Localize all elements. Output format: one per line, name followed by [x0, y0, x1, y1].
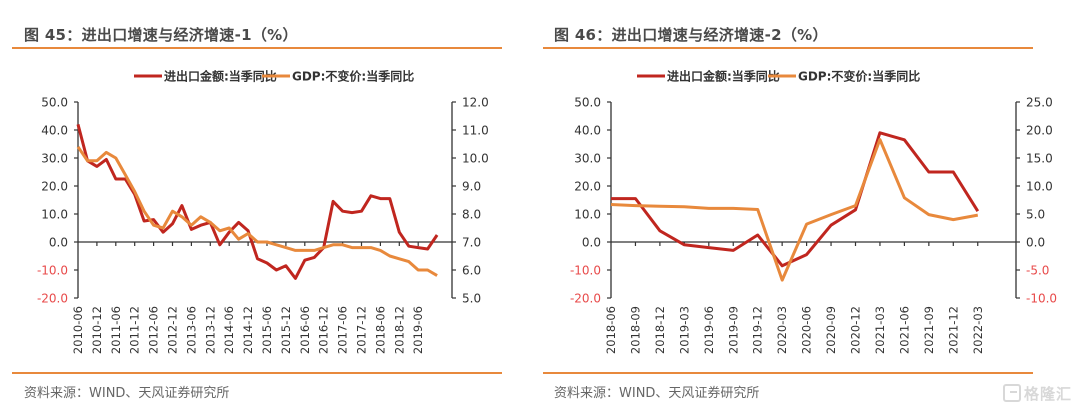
y-right-tick-label: 12.0: [462, 96, 489, 110]
x-tick-label: 2020-09: [824, 306, 838, 354]
y-right-tick-label: 20.0: [1026, 124, 1053, 138]
x-tick-label: 2021-12: [946, 306, 960, 354]
x-tick-label: 2014-12: [241, 306, 255, 354]
x-tick-label: 2019-06: [702, 306, 716, 354]
x-tick-label: 2018-06: [604, 306, 618, 354]
y-right-tick-label: 8.0: [462, 208, 481, 222]
x-tick-label: 2021-06: [897, 306, 911, 354]
x-tick-label: 2012-06: [147, 306, 161, 354]
y-left-tick-label: -10.0: [37, 264, 68, 278]
y-left-tick-label: 20.0: [41, 180, 68, 194]
x-tick-label: 2020-06: [800, 306, 814, 354]
series-line-gdp: [76, 145, 438, 277]
x-tick-label: 2022-03: [971, 306, 985, 354]
chart-title: 图 45：进出口增速与经济增速-1（%）: [24, 26, 298, 44]
x-tick-label: 2020-03: [775, 306, 789, 354]
y-left-tick-label: -20.0: [570, 292, 601, 306]
x-tick-label: 2018-12: [653, 306, 667, 354]
source-divider: [543, 372, 1033, 374]
x-tick-label: 2021-09: [922, 306, 936, 354]
x-tick-label: 2016-06: [298, 306, 312, 354]
x-tick-label: 2019-03: [677, 306, 691, 354]
y-left-tick-label: 30.0: [41, 152, 68, 166]
y-left-tick-label: 0.0: [49, 236, 68, 250]
x-tick-label: 2019-09: [726, 306, 740, 354]
title-divider: [12, 47, 502, 49]
y-right-tick-label: 0.0: [1026, 236, 1045, 250]
y-left-tick-label: 10.0: [574, 208, 601, 222]
x-tick-label: 2015-06: [260, 306, 274, 354]
y-right-tick-label: -10.0: [1026, 292, 1057, 306]
chart-panel-45: 图 45：进出口增速与经济增速-1（%） 进出口金额:当季同比 GDP:不变价:当…: [12, 26, 502, 401]
chart-title: 图 46：进出口增速与经济增速-2（%）: [554, 26, 828, 44]
line-chart-46: 进出口金额:当季同比 GDP:不变价:当季同比 50.0 40.0 30.0 20.0 10…: [570, 69, 1057, 355]
y-right-tick-label: 6.0: [462, 264, 481, 278]
watermark-logo: 格隆汇: [1002, 383, 1072, 404]
y-right-tick-label: 7.0: [462, 236, 481, 250]
y-right-tick-label: 9.0: [462, 180, 481, 194]
watermark-icon: [1002, 384, 1021, 402]
line-chart-45: 进出口金额:当季同比 GDP:不变价:当季同比 50.0 40.0 30.0 20.0 10…: [37, 69, 489, 355]
x-tick-label: 2017-12: [355, 306, 369, 354]
x-tick-label: 2011-06: [109, 306, 123, 354]
legend-label: GDP:不变价:当季同比: [798, 69, 920, 84]
source-note: 资料来源：WIND、天风证券研究所: [554, 386, 760, 401]
y-right-tick-label: 25.0: [1026, 96, 1053, 110]
source-divider: [12, 372, 502, 374]
y-left-tick-label: 0.0: [582, 236, 601, 250]
y-right-tick-label: 10.0: [462, 152, 489, 166]
x-tick-label: 2019-12: [751, 306, 765, 354]
y-left-tick-label: -10.0: [570, 264, 601, 278]
y-right-tick-label: 5.0: [1026, 208, 1045, 222]
title-divider: [543, 47, 1033, 49]
x-tick-label: 2018-12: [392, 306, 406, 354]
source-note: 资料来源：WIND、天风证券研究所: [24, 386, 230, 401]
x-tick-label: 2011-12: [128, 306, 142, 354]
x-tick-label: 2020-12: [849, 306, 863, 354]
y-left-tick-label: 50.0: [41, 96, 68, 110]
x-tick-label: 2017-06: [336, 306, 350, 354]
x-tick-label: 2013-12: [203, 306, 217, 354]
x-tick-label: 2016-12: [317, 306, 331, 354]
chart-panel-46: 图 46：进出口增速与经济增速-2（%） 进出口金额:当季同比 GDP:不变价:当…: [540, 0, 1080, 410]
y-right-tick-label: 11.0: [462, 124, 489, 138]
legend-label: GDP:不变价:当季同比: [292, 69, 414, 84]
y-right-tick-label: 5.0: [462, 292, 481, 306]
series-line-trade: [611, 131, 980, 268]
y-left-tick-label: 40.0: [574, 124, 601, 138]
y-left-tick-label: 10.0: [41, 208, 68, 222]
x-tick-label: 2014-06: [222, 306, 236, 354]
y-left-tick-label: 40.0: [41, 124, 68, 138]
y-right-tick-label: -5.0: [1026, 264, 1049, 278]
y-right-tick-label: 10.0: [1026, 180, 1053, 194]
legend-label: 进出口金额:当季同比: [667, 69, 780, 84]
x-tick-label: 2010-06: [71, 306, 85, 354]
x-tick-label: 2013-06: [184, 306, 198, 354]
x-tick-label: 2010-12: [90, 306, 104, 354]
x-tick-label: 2015-12: [279, 306, 293, 354]
y-left-tick-label: 50.0: [574, 96, 601, 110]
watermark-text: 格隆汇: [1023, 385, 1072, 403]
y-right-tick-label: 15.0: [1026, 152, 1053, 166]
x-tick-label: 2018-06: [373, 306, 387, 354]
legend-label: 进出口金额:当季同比: [164, 69, 277, 84]
series-line-gdp: [610, 138, 979, 282]
x-tick-label: 2021-03: [873, 306, 887, 354]
x-tick-label: 2019-06: [411, 306, 425, 354]
x-tick-label: 2018-09: [628, 306, 642, 354]
y-left-tick-label: 20.0: [574, 180, 601, 194]
y-left-tick-label: 30.0: [574, 152, 601, 166]
x-tick-label: 2012-12: [166, 306, 180, 354]
series-line-trade: [76, 124, 439, 280]
y-left-tick-label: -20.0: [37, 292, 68, 306]
